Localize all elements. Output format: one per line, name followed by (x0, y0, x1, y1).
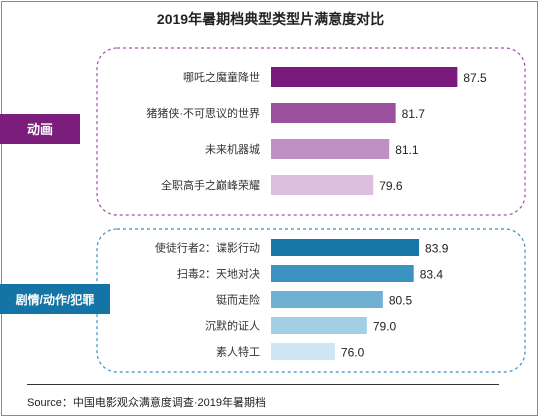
value-label: 83.4 (420, 268, 444, 282)
bar (271, 343, 335, 360)
value-label: 81.1 (395, 143, 419, 157)
category-label: 扫毒2：天地对决 (177, 267, 260, 281)
value-label: 81.7 (402, 107, 426, 121)
bar (271, 265, 414, 282)
bar (271, 67, 458, 87)
footer-divider (27, 384, 499, 385)
group-container (96, 47, 526, 216)
group-label: 剧情/动作/犯罪 (16, 292, 95, 307)
bar (271, 239, 420, 256)
group-label-box (0, 284, 110, 314)
group-label-box (0, 114, 80, 144)
category-label: 未来机器城 (205, 142, 260, 156)
category-label: 全职高手之巅峰荣耀 (161, 178, 260, 192)
bar (271, 175, 374, 195)
value-label: 79.6 (379, 179, 403, 193)
bar (271, 317, 367, 334)
bar (271, 103, 396, 123)
value-label: 87.5 (463, 71, 487, 85)
category-label: 铤而走险 (216, 293, 260, 307)
group-label: 动画 (27, 122, 53, 137)
category-label: 使徒行者2：谍影行动 (155, 241, 260, 255)
value-label: 83.9 (425, 242, 449, 256)
category-label: 哪吒之魔童降世 (183, 70, 260, 84)
bar (271, 291, 383, 308)
value-label: 76.0 (341, 346, 365, 360)
category-label: 素人特工 (216, 345, 260, 359)
value-label: 79.0 (373, 320, 397, 334)
value-label: 80.5 (389, 294, 413, 308)
category-label: 沉默的证人 (205, 319, 260, 333)
source-note: Source：中国电影观众满意度调查·2019年暑期档 (27, 397, 266, 409)
category-label: 猪猪侠·不可思议的世界 (146, 106, 260, 120)
bar (271, 139, 390, 159)
chart-title: 2019年暑期档典型类型片满意度对比 (156, 11, 385, 27)
group-container (96, 228, 526, 373)
